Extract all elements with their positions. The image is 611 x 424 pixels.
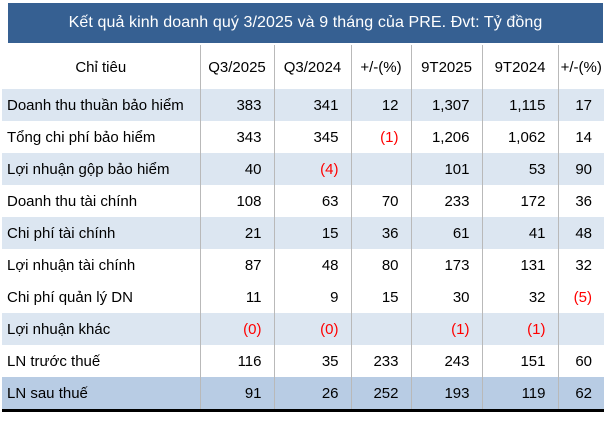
value-cell: 36 bbox=[351, 217, 412, 249]
value-cell: 48 bbox=[274, 249, 352, 281]
table-header-row: Chỉ tiêu Q3/2025 Q3/2024 +/-(%) 9T2025 9T2024… bbox=[2, 45, 604, 89]
col-header-label: Chỉ tiêu bbox=[2, 45, 201, 89]
value-cell: 41 bbox=[482, 217, 559, 249]
table-row: Lợi nhuận tài chính 87 48 80 173 131 32 bbox=[2, 249, 604, 281]
value-cell: 32 bbox=[482, 281, 559, 313]
table-row: LN sau thuế 91 26 252 193 119 62 bbox=[2, 377, 604, 411]
value-cell: 1,115 bbox=[482, 89, 559, 121]
value-cell: (1) bbox=[351, 121, 412, 153]
value-cell: 1,062 bbox=[482, 121, 559, 153]
row-label: Tổng chi phí bảo hiểm bbox=[2, 121, 201, 153]
value-cell: 343 bbox=[200, 121, 275, 153]
value-cell: 14 bbox=[575, 128, 592, 146]
table-row: Lợi nhuận gộp bảo hiểm 40 (4) 101 53 90 bbox=[2, 153, 604, 185]
value-cell: 252 bbox=[351, 377, 412, 411]
value-cell: 341 bbox=[274, 89, 352, 121]
value-cell: 12 bbox=[351, 89, 412, 121]
value-cell: (1) bbox=[411, 313, 483, 345]
row-label: Doanh thu thuần bảo hiểm bbox=[2, 89, 201, 121]
row-label: LN sau thuế bbox=[2, 377, 201, 411]
value-cell: 53 bbox=[482, 153, 559, 185]
value-cell bbox=[351, 313, 412, 345]
row-label: LN trước thuế bbox=[2, 345, 201, 377]
value-cell: 61 bbox=[411, 217, 483, 249]
value-cell: 63 bbox=[274, 185, 352, 217]
value-cell: 383 bbox=[200, 89, 275, 121]
table-row: Chi phí tài chính 21 15 36 61 41 48 bbox=[2, 217, 604, 249]
value-cell bbox=[558, 313, 604, 345]
table-row: Doanh thu thuần bảo hiểm 383 341 12 1,307 1,1… bbox=[2, 89, 604, 121]
value-cell: 17 bbox=[575, 96, 592, 114]
value-cell: 80 bbox=[351, 249, 412, 281]
table-row: LN trước thuế 116 35 233 243 151 60 bbox=[2, 345, 604, 377]
row-label: Chi phí tài chính bbox=[2, 217, 201, 249]
table-header: Chỉ tiêu Q3/2025 Q3/2024 +/-(%) 9T2025 9T2024… bbox=[2, 45, 604, 89]
col-header: 9T2025 bbox=[411, 45, 483, 89]
value-cell: 345 bbox=[274, 121, 352, 153]
value-cell: 15 bbox=[274, 217, 352, 249]
value-cell: 172 bbox=[482, 185, 559, 217]
value-cell: 40 bbox=[200, 153, 275, 185]
value-cell: 151 bbox=[482, 345, 559, 377]
value-cell: 243 bbox=[411, 345, 483, 377]
value-cell: (4) bbox=[274, 153, 352, 185]
value-cell: 101 bbox=[411, 153, 483, 185]
row-label: Lợi nhuận tài chính bbox=[2, 249, 201, 281]
page: Kết quả kinh doanh quý 3/2025 và 9 tháng… bbox=[0, 3, 611, 424]
value-cell: 91 bbox=[200, 377, 275, 411]
value-cell: 108 bbox=[200, 185, 275, 217]
row-label: Doanh thu tài chính bbox=[2, 185, 201, 217]
col-header: Q3/2025 bbox=[200, 45, 275, 89]
value-cell: 70 bbox=[351, 185, 412, 217]
col-header: Q3/2024 bbox=[274, 45, 352, 89]
col-header: 9T2024 bbox=[482, 45, 559, 89]
value-cell: 87 bbox=[200, 249, 275, 281]
row-label: Lợi nhuận khác bbox=[2, 313, 201, 345]
value-cell: (5) bbox=[573, 288, 592, 306]
value-cell: (0) bbox=[200, 313, 275, 345]
col-header: +/-(%) bbox=[351, 45, 412, 89]
value-cell: 26 bbox=[274, 377, 352, 411]
results-table: Chỉ tiêu Q3/2025 Q3/2024 +/-(%) 9T2025 9T2024… bbox=[2, 45, 604, 412]
table-row: Tổng chi phí bảo hiểm 343 345 (1) 1,206 1,062… bbox=[2, 121, 604, 153]
value-cell: 36 bbox=[575, 192, 592, 210]
row-label: Chi phí quản lý DN bbox=[2, 281, 201, 313]
value-cell: 9 bbox=[274, 281, 352, 313]
value-cell: 116 bbox=[200, 345, 275, 377]
value-cell: 35 bbox=[274, 345, 352, 377]
value-cell: 15 bbox=[351, 281, 412, 313]
table-row: Lợi nhuận khác (0) (0) (1) (1) bbox=[2, 313, 604, 345]
table-body: Doanh thu thuần bảo hiểm 383 341 12 1,307 1,1… bbox=[2, 89, 604, 411]
value-cell: (0) bbox=[274, 313, 352, 345]
value-cell: 193 bbox=[411, 377, 483, 411]
value-cell: (1) bbox=[482, 313, 559, 345]
value-cell: 48 bbox=[575, 224, 592, 242]
value-cell: 173 bbox=[411, 249, 483, 281]
value-cell: 21 bbox=[200, 217, 275, 249]
value-cell: 131 bbox=[482, 249, 559, 281]
value-cell: 233 bbox=[351, 345, 412, 377]
value-cell: 1,206 bbox=[411, 121, 483, 153]
table-title: Kết quả kinh doanh quý 3/2025 và 9 tháng… bbox=[8, 3, 603, 43]
col-header: +/-(%) bbox=[560, 58, 602, 76]
table-row: Doanh thu tài chính 108 63 70 233 172 36 bbox=[2, 185, 604, 217]
value-cell: 11 bbox=[200, 281, 275, 313]
value-cell bbox=[351, 153, 412, 185]
value-cell: 90 bbox=[575, 160, 592, 178]
value-cell: 60 bbox=[575, 352, 592, 370]
row-label: Lợi nhuận gộp bảo hiểm bbox=[2, 153, 201, 185]
value-cell: 32 bbox=[575, 256, 592, 274]
value-cell: 1,307 bbox=[411, 89, 483, 121]
value-cell: 119 bbox=[482, 377, 559, 411]
value-cell: 30 bbox=[411, 281, 483, 313]
value-cell: 233 bbox=[411, 185, 483, 217]
value-cell: 62 bbox=[575, 384, 592, 402]
table-row: Chi phí quản lý DN 11 9 15 30 32 (5) bbox=[2, 281, 604, 313]
